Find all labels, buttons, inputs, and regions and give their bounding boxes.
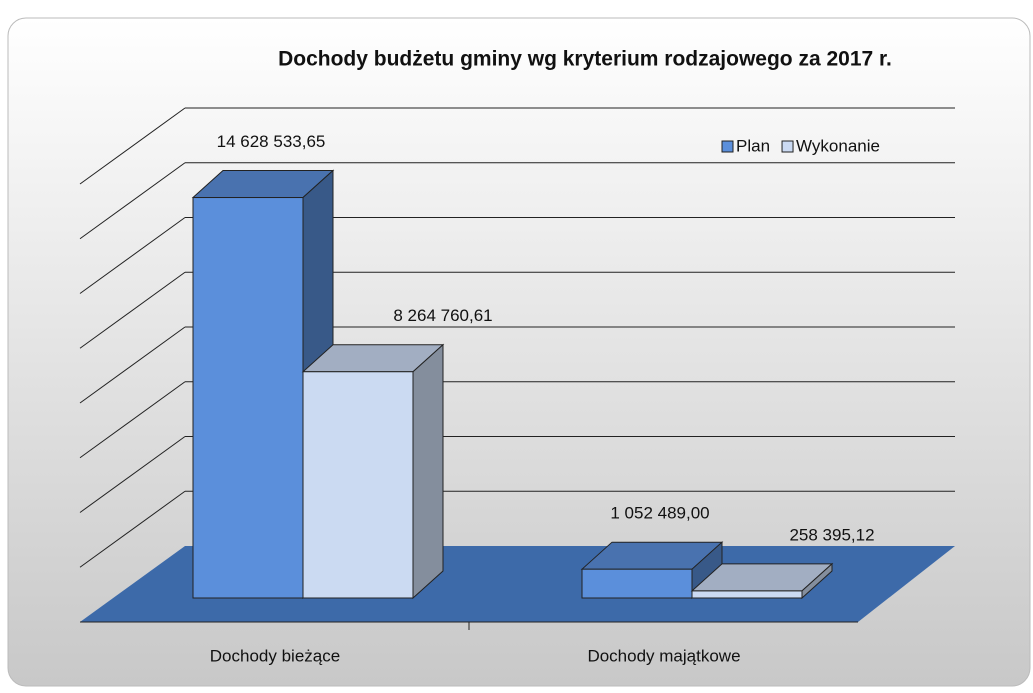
bar [301,343,445,600]
x-tick-label: Dochody majątkowe [587,646,740,665]
legend-swatch [721,140,734,153]
bar-front [192,197,304,599]
grid-line-side [79,381,186,459]
bar-front [691,590,803,599]
chart-title: Dochody budżetu gminy wg kryterium rodza… [278,48,892,71]
grid-line-side [79,162,186,240]
bar [580,541,724,600]
grid-line-side [79,490,186,568]
grid-line-side [79,107,186,185]
bar-front [302,371,414,599]
grid-line-side [79,436,186,513]
grid-line-side [79,271,186,349]
legend-label: Plan [736,136,770,155]
legend-label: Wykonanie [796,136,880,155]
legend-swatch [781,140,794,153]
legend: Plan Wykonanie [721,136,880,155]
bar-side [412,343,444,600]
bar-front [581,568,693,599]
value-label: 14 628 533,65 [217,132,326,151]
value-label: 8 264 760,61 [393,306,492,325]
value-label: 1 052 489,00 [610,504,709,523]
bar [690,562,834,600]
grid-line-side [79,217,186,294]
grid-line-side [79,326,186,404]
value-label: 258 395,12 [789,525,874,544]
x-tick-label: Dochody bieżące [210,646,340,665]
